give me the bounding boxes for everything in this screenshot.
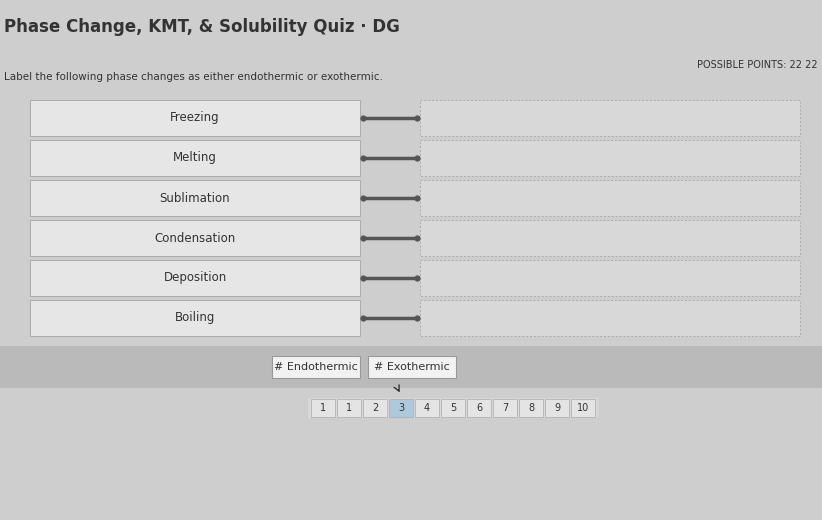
Text: Phase Change, KMT, & Solubility Quiz · DG: Phase Change, KMT, & Solubility Quiz · D… xyxy=(4,18,399,36)
Text: Label the following phase changes as either endothermic or exothermic.: Label the following phase changes as eit… xyxy=(4,72,383,82)
Bar xyxy=(389,399,413,417)
Bar xyxy=(420,180,800,216)
Text: Condensation: Condensation xyxy=(155,231,236,244)
Text: Deposition: Deposition xyxy=(164,271,227,284)
Bar xyxy=(420,100,800,136)
Text: 2: 2 xyxy=(372,403,378,413)
Text: 4: 4 xyxy=(424,403,430,413)
Text: 7: 7 xyxy=(502,403,508,413)
Bar xyxy=(415,399,439,417)
Text: # Exothermic: # Exothermic xyxy=(374,362,450,372)
Bar xyxy=(337,399,361,417)
Bar xyxy=(441,399,465,417)
Bar xyxy=(30,100,360,136)
Text: 8: 8 xyxy=(528,403,534,413)
Bar xyxy=(30,260,360,296)
Bar xyxy=(308,398,598,418)
Text: 9: 9 xyxy=(554,403,560,413)
Bar xyxy=(493,399,517,417)
Text: 3: 3 xyxy=(398,403,404,413)
Text: # Endothermic: # Endothermic xyxy=(274,362,358,372)
Bar xyxy=(30,180,360,216)
Text: Melting: Melting xyxy=(173,151,217,164)
Text: 1: 1 xyxy=(346,403,352,413)
Bar xyxy=(467,399,491,417)
Bar xyxy=(368,356,456,378)
Text: POSSIBLE POINTS: 22 22: POSSIBLE POINTS: 22 22 xyxy=(697,60,818,70)
Bar xyxy=(571,399,595,417)
Bar xyxy=(545,399,569,417)
Text: 1: 1 xyxy=(320,403,326,413)
Bar xyxy=(30,220,360,256)
Text: 6: 6 xyxy=(476,403,482,413)
Bar xyxy=(363,399,387,417)
Bar xyxy=(420,220,800,256)
Bar xyxy=(519,399,543,417)
Bar xyxy=(420,300,800,336)
Text: Boiling: Boiling xyxy=(175,311,215,324)
Text: Sublimation: Sublimation xyxy=(159,191,230,204)
Bar xyxy=(30,140,360,176)
Text: 10: 10 xyxy=(577,403,589,413)
Bar xyxy=(30,300,360,336)
Text: 5: 5 xyxy=(450,403,456,413)
Bar xyxy=(272,356,360,378)
Bar xyxy=(311,399,335,417)
Bar xyxy=(420,140,800,176)
Bar xyxy=(0,346,822,388)
Bar xyxy=(420,260,800,296)
Text: Freezing: Freezing xyxy=(170,111,219,124)
